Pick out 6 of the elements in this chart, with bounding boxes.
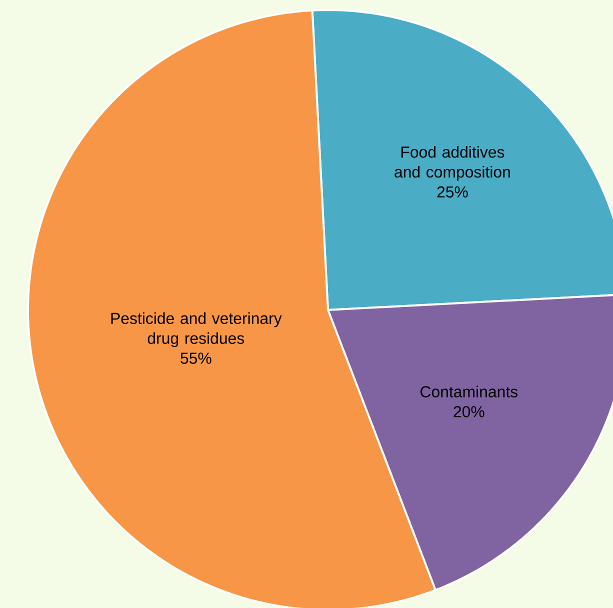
data-label: 20% (454, 406, 484, 418)
slice-label: Contaminants (420, 386, 518, 398)
slice-label: Food additives and composition (394, 146, 510, 181)
slice-label: Pesticide and veterinary drug residues (111, 312, 282, 348)
data-label: 25% (437, 186, 468, 198)
data-label: 55% (180, 352, 212, 364)
